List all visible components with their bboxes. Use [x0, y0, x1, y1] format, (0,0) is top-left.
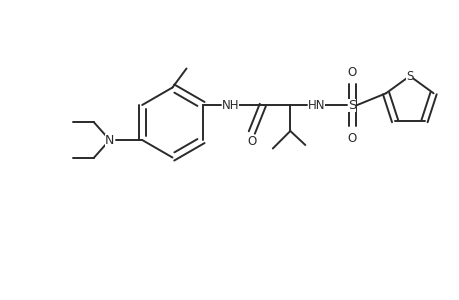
Text: S: S	[347, 98, 356, 112]
Text: HN: HN	[307, 98, 325, 112]
Text: NH: NH	[221, 98, 239, 112]
Text: O: O	[347, 131, 356, 145]
Text: O: O	[246, 135, 256, 148]
Text: N: N	[105, 134, 114, 146]
Text: O: O	[347, 65, 356, 79]
Text: S: S	[405, 70, 413, 83]
